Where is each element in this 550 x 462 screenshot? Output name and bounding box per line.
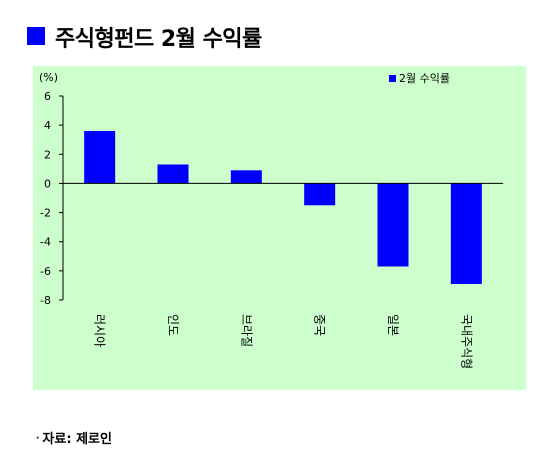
bar [450,183,482,284]
chart-title: 주식형펀드 2월 수익률 [55,27,262,52]
y-tick-label: -6 [40,265,51,278]
chart-panel: 6 4 2 0 -2 -4 -6 -8 (%) 러시아 인도 브라질 중국 일본 국내주식형 2월 수익률 [33,66,526,390]
y-tick-label: 0 [44,177,51,190]
bar [377,183,409,267]
x-tick-label: 중국 [313,314,327,336]
bar [304,183,336,206]
y-unit-label: (%) [39,71,58,84]
y-tick-label: 4 [44,119,51,132]
bar [230,170,262,184]
source-bullet: · [36,434,40,444]
x-tick-label: 브라질 [239,314,253,347]
y-tick-label: 6 [44,90,51,103]
legend-swatch [389,75,396,82]
x-tick-label: 인도 [166,314,180,336]
y-tick-label: -4 [40,236,51,249]
x-tick-label: 국내주식형 [459,314,473,369]
bar [157,164,189,184]
bar-chart: 6 4 2 0 -2 -4 -6 -8 (%) 러시아 인도 브라질 중국 일본 국내주식형 2월 수익률 [39,71,503,369]
x-tick-label: 일본 [386,314,400,336]
source-text: 자료: 제로인 [42,432,112,447]
y-tick-label: -8 [40,294,51,307]
legend-label: 2월 수익률 [399,72,450,85]
x-tick-label: 러시아 [93,314,107,347]
y-tick-label: -2 [40,207,51,220]
source-note: · 자료: 제로인 [36,428,112,447]
title-marker [27,27,45,45]
y-tick-label: 2 [44,148,51,161]
bar [84,130,116,184]
